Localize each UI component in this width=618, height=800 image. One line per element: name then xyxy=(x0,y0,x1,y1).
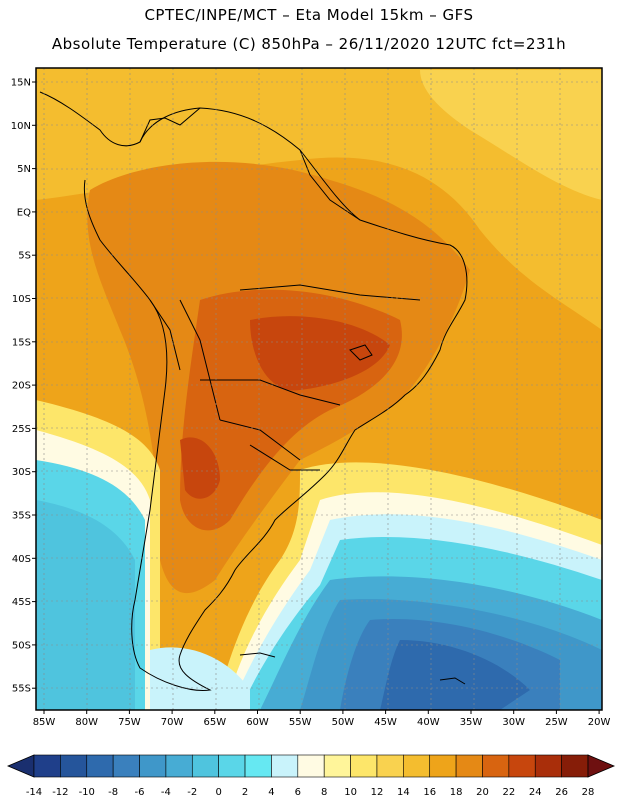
colorbar-swatch xyxy=(33,754,61,778)
lat-label: 40S xyxy=(12,554,31,565)
longitude-labels: 85W 80W 75W 70W 65W 60W 55W 50W 45W 40W 35W 30W 25W 2… xyxy=(33,710,611,728)
lat-label: 5N xyxy=(17,164,31,175)
lon-label: 75W xyxy=(118,717,141,728)
lat-label: 55S xyxy=(12,684,31,695)
colorbar-swatch xyxy=(534,754,562,778)
colorbar-label: -10 xyxy=(79,787,95,798)
lon-label: 60W xyxy=(246,717,269,728)
colorbar-label: 20 xyxy=(476,787,489,798)
lat-label: 10N xyxy=(11,121,31,132)
map-subtitle: Absolute Temperature (C) 850hPa – 26/11/… xyxy=(51,35,567,53)
lat-label: 25S xyxy=(12,424,31,435)
colorbar-label: 4 xyxy=(268,787,274,798)
lon-label: 20W xyxy=(588,717,611,728)
coastlines xyxy=(39,91,468,691)
grid-lines xyxy=(36,68,602,710)
colorbar-label: 2 xyxy=(242,787,248,798)
lon-label: 80W xyxy=(75,717,98,728)
lat-label: 5S xyxy=(18,251,31,262)
colorbar-swatch xyxy=(271,754,299,778)
colorbar-label: 22 xyxy=(502,787,515,798)
colorbar-over-arrow xyxy=(587,754,616,778)
lon-label: 50W xyxy=(332,717,355,728)
colorbar-swatch xyxy=(60,754,88,778)
lat-label: 15S xyxy=(12,337,31,348)
lat-label: 10S xyxy=(12,294,31,305)
colorbar-label: -2 xyxy=(187,787,197,798)
colorbar-under-arrow xyxy=(6,754,35,778)
colorbar-swatch xyxy=(191,754,219,778)
colorbar-label: -8 xyxy=(108,787,118,798)
colorbar-swatch xyxy=(86,754,114,778)
colorbar-label: 6 xyxy=(295,787,301,798)
colorbar-swatch xyxy=(403,754,431,778)
colorbar xyxy=(6,754,616,778)
colorbar-swatch xyxy=(139,754,167,778)
lon-label: 25W xyxy=(545,717,568,728)
lat-label: 15N xyxy=(11,78,31,89)
latitude-labels: 15N 10N 5N EQ 5S 10S 15S 20S 25S 30S 35S 40S 45S 50S 5… xyxy=(11,78,36,695)
lat-label: EQ xyxy=(17,207,31,218)
colorbar-swatch xyxy=(297,754,325,778)
colorbar-label: -12 xyxy=(52,787,68,798)
colorbar-label: -6 xyxy=(135,787,145,798)
lon-label: 70W xyxy=(161,717,184,728)
colorbar-label: 16 xyxy=(423,787,436,798)
colorbar-label: 24 xyxy=(529,787,542,798)
lat-label: 50S xyxy=(12,640,31,651)
colorbar-swatch xyxy=(455,754,483,778)
lat-label: 35S xyxy=(12,511,31,522)
map-title: CPTEC/INPE/MCT – Eta Model 15km – GFS xyxy=(144,6,474,24)
lon-label: 65W xyxy=(203,717,226,728)
colorbar-swatch xyxy=(561,754,589,778)
colorbar-label: 0 xyxy=(215,787,221,798)
colorbar-swatch xyxy=(508,754,536,778)
colorbar-label: 8 xyxy=(321,787,327,798)
colorbar-label: 12 xyxy=(371,787,384,798)
colorbar-swatch xyxy=(350,754,378,778)
colorbar-swatch xyxy=(482,754,510,778)
colorbar-swatch xyxy=(165,754,193,778)
colorbar-label: 28 xyxy=(582,787,595,798)
colorbar-swatch xyxy=(429,754,457,778)
lat-label: 30S xyxy=(12,467,31,478)
lon-label: 35W xyxy=(460,717,483,728)
colorbar-swatch xyxy=(218,754,246,778)
lat-label: 45S xyxy=(12,597,31,608)
colorbar-label: 10 xyxy=(344,787,357,798)
lon-label: 55W xyxy=(289,717,312,728)
lat-label: 20S xyxy=(12,381,31,392)
colorbar-label: 26 xyxy=(555,787,568,798)
colorbar-labels: -14 -12 -10 -8 -6 -4 -2 0 2 4 6 8 10 12 14 16 18 20 22 24 26… xyxy=(26,787,595,798)
lon-label: 40W xyxy=(417,717,440,728)
lon-label: 30W xyxy=(502,717,525,728)
colorbar-label: -14 xyxy=(26,787,42,798)
colorbar-label: 14 xyxy=(397,787,410,798)
colorbar-label: 18 xyxy=(450,787,463,798)
colorbar-swatch xyxy=(112,754,140,778)
colorbar-label: -4 xyxy=(161,787,171,798)
map-frame xyxy=(35,67,603,711)
colorbar-swatch xyxy=(323,754,351,778)
colorbar-swatch xyxy=(244,754,272,778)
colorbar-swatch xyxy=(376,754,404,778)
lon-label: 45W xyxy=(374,717,397,728)
lon-label: 85W xyxy=(33,717,56,728)
